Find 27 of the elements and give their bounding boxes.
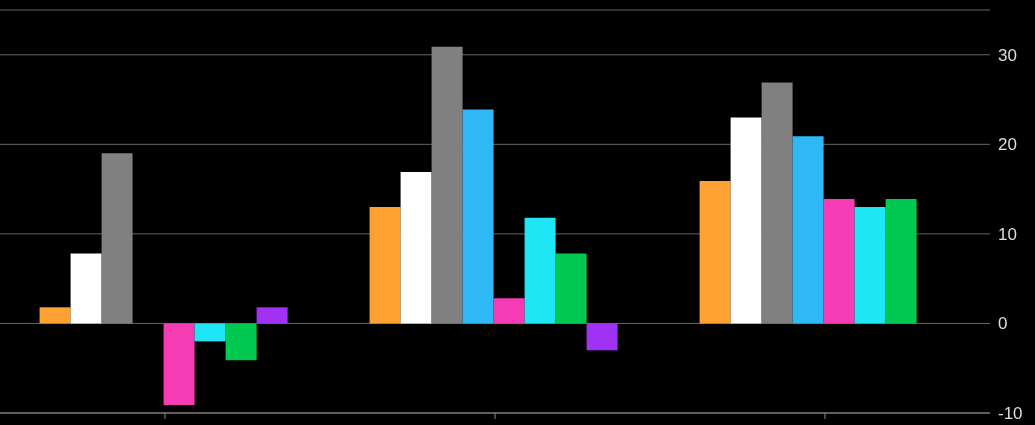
y-tick-label: 20 — [998, 135, 1017, 155]
y-tick-label: -10 — [998, 404, 1023, 424]
bar — [555, 253, 587, 324]
bar — [225, 323, 257, 361]
bar — [730, 117, 762, 324]
bar — [586, 323, 618, 351]
bar — [431, 46, 463, 324]
bar — [39, 307, 71, 324]
bar — [163, 323, 195, 405]
bar — [524, 217, 556, 324]
bar — [369, 207, 401, 324]
bar — [256, 307, 288, 324]
bar — [792, 136, 824, 324]
bar — [101, 153, 133, 324]
bar — [761, 82, 793, 324]
bar — [400, 172, 432, 324]
bar — [854, 207, 886, 324]
bar — [493, 298, 525, 324]
bar — [823, 198, 855, 324]
bar — [70, 253, 102, 324]
bar — [194, 323, 226, 342]
y-tick-label: 30 — [998, 45, 1017, 65]
bar — [885, 198, 917, 324]
y-tick-label: 10 — [998, 224, 1017, 244]
bar — [462, 109, 494, 324]
y-tick-label: 0 — [998, 314, 1008, 334]
bar — [699, 181, 731, 324]
